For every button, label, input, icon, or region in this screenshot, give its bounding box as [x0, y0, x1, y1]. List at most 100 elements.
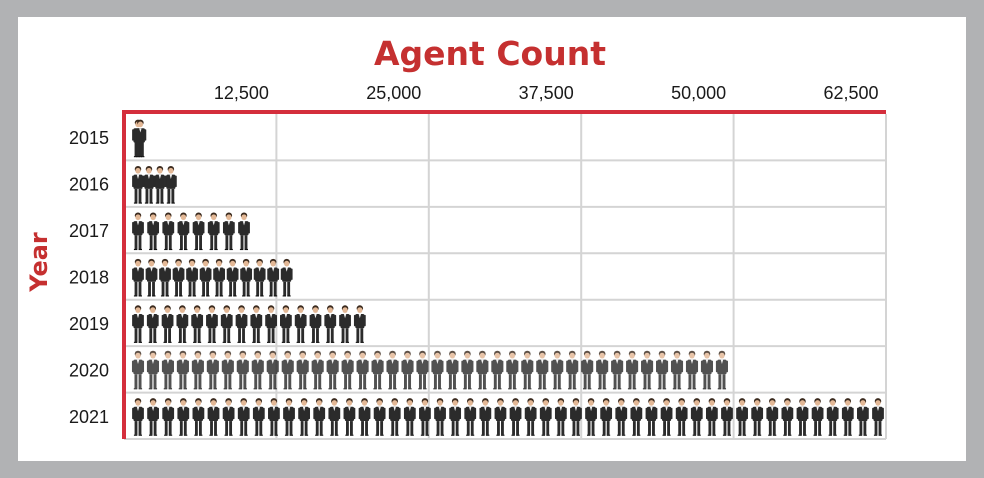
person-icon [176, 305, 189, 343]
chart-title: Agent Count [374, 34, 606, 73]
person-icon [656, 350, 669, 390]
person-icon [826, 398, 839, 436]
person-icon [872, 398, 884, 436]
person-icon [841, 398, 854, 436]
person-icon [236, 350, 249, 390]
person-icon [252, 398, 265, 436]
person-icon [235, 305, 248, 343]
person-icon [324, 305, 337, 343]
person-icon [491, 350, 504, 390]
person-icon [266, 350, 279, 390]
person-icon [705, 398, 718, 436]
person-icon [220, 305, 233, 343]
person-icon [177, 212, 190, 251]
person-icon [296, 350, 309, 390]
person-icon [132, 166, 144, 204]
person-icon [280, 305, 292, 343]
axis-layer [122, 110, 886, 439]
person-icon [615, 398, 628, 436]
person-icon [132, 305, 144, 343]
person-icon [796, 398, 809, 436]
person-icon [685, 350, 699, 390]
person-icon [213, 258, 225, 297]
person-icon [416, 350, 429, 390]
person-icon [159, 258, 171, 297]
person-icon [238, 212, 250, 251]
person-icon [186, 258, 198, 297]
person-icon [781, 398, 794, 436]
person-icon [222, 398, 235, 436]
person-icon [294, 305, 307, 343]
person-icon [670, 350, 684, 390]
person-icon [536, 350, 549, 390]
person-icon [162, 398, 175, 436]
person-icon [339, 305, 351, 343]
person-icon [566, 350, 579, 390]
person-icon [521, 350, 534, 390]
person-icon [206, 305, 218, 343]
person-icon [464, 398, 477, 436]
person-icon [446, 350, 459, 390]
x-tick-label: 50,000 [671, 83, 726, 103]
person-icon [401, 350, 414, 390]
person-icon [313, 398, 326, 436]
person-icon [164, 166, 177, 204]
person-icon [403, 398, 416, 436]
person-icon [191, 350, 204, 390]
person-icon [736, 398, 748, 436]
person-icon [358, 398, 371, 436]
person-icon [524, 398, 537, 436]
person-icon [630, 398, 643, 436]
person-icon [132, 212, 144, 251]
person-icon [172, 258, 185, 297]
y-tick-label: 2017 [69, 221, 109, 241]
person-icon [700, 350, 714, 390]
person-icon [253, 258, 266, 297]
person-icon [237, 398, 250, 436]
icon-layer [131, 119, 884, 436]
person-icon [162, 212, 175, 251]
person-icon [386, 350, 399, 390]
person-icon [811, 398, 824, 436]
person-icon [434, 398, 446, 436]
person-icon [145, 258, 158, 297]
person-icon [326, 350, 339, 390]
person-icon [191, 305, 204, 343]
person-icon [626, 350, 639, 390]
person-icon [311, 350, 324, 390]
person-icon [161, 305, 174, 343]
person-icon [265, 305, 277, 343]
person-icon [221, 350, 234, 390]
person-icon [132, 258, 144, 297]
person-icon [690, 398, 703, 436]
x-tick-label: 37,500 [519, 83, 574, 103]
person-icon [766, 398, 779, 436]
y-tick-label: 2015 [69, 128, 109, 148]
person-icon [494, 398, 507, 436]
person-icon [419, 398, 431, 436]
person-icon [147, 398, 159, 436]
person-icon [268, 398, 280, 436]
person-icon [309, 305, 322, 343]
person-icon [177, 398, 190, 436]
person-icon [154, 166, 166, 204]
person-icon [147, 212, 160, 251]
label-layer: 12,500 25,000 37,500 50,000 62,500 2015 2016 20… [69, 83, 879, 427]
person-icon [449, 398, 462, 436]
person-icon [207, 212, 220, 251]
person-icon [267, 258, 280, 297]
person-icon [371, 350, 384, 390]
person-icon [161, 350, 174, 390]
person-icon [645, 398, 658, 436]
person-icon [240, 258, 253, 297]
person-icon [251, 350, 264, 390]
person-icon [222, 212, 235, 251]
person-icon [506, 350, 519, 390]
person-icon [343, 398, 356, 436]
y-tick-label: 2019 [69, 314, 109, 334]
y-tick-label: 2021 [69, 407, 109, 427]
person-icon [283, 398, 295, 436]
chart-card: Agent Count Year 12,500 25,000 37,500 50,00… [18, 17, 966, 461]
person-icon [131, 350, 145, 390]
person-icon [192, 398, 205, 436]
